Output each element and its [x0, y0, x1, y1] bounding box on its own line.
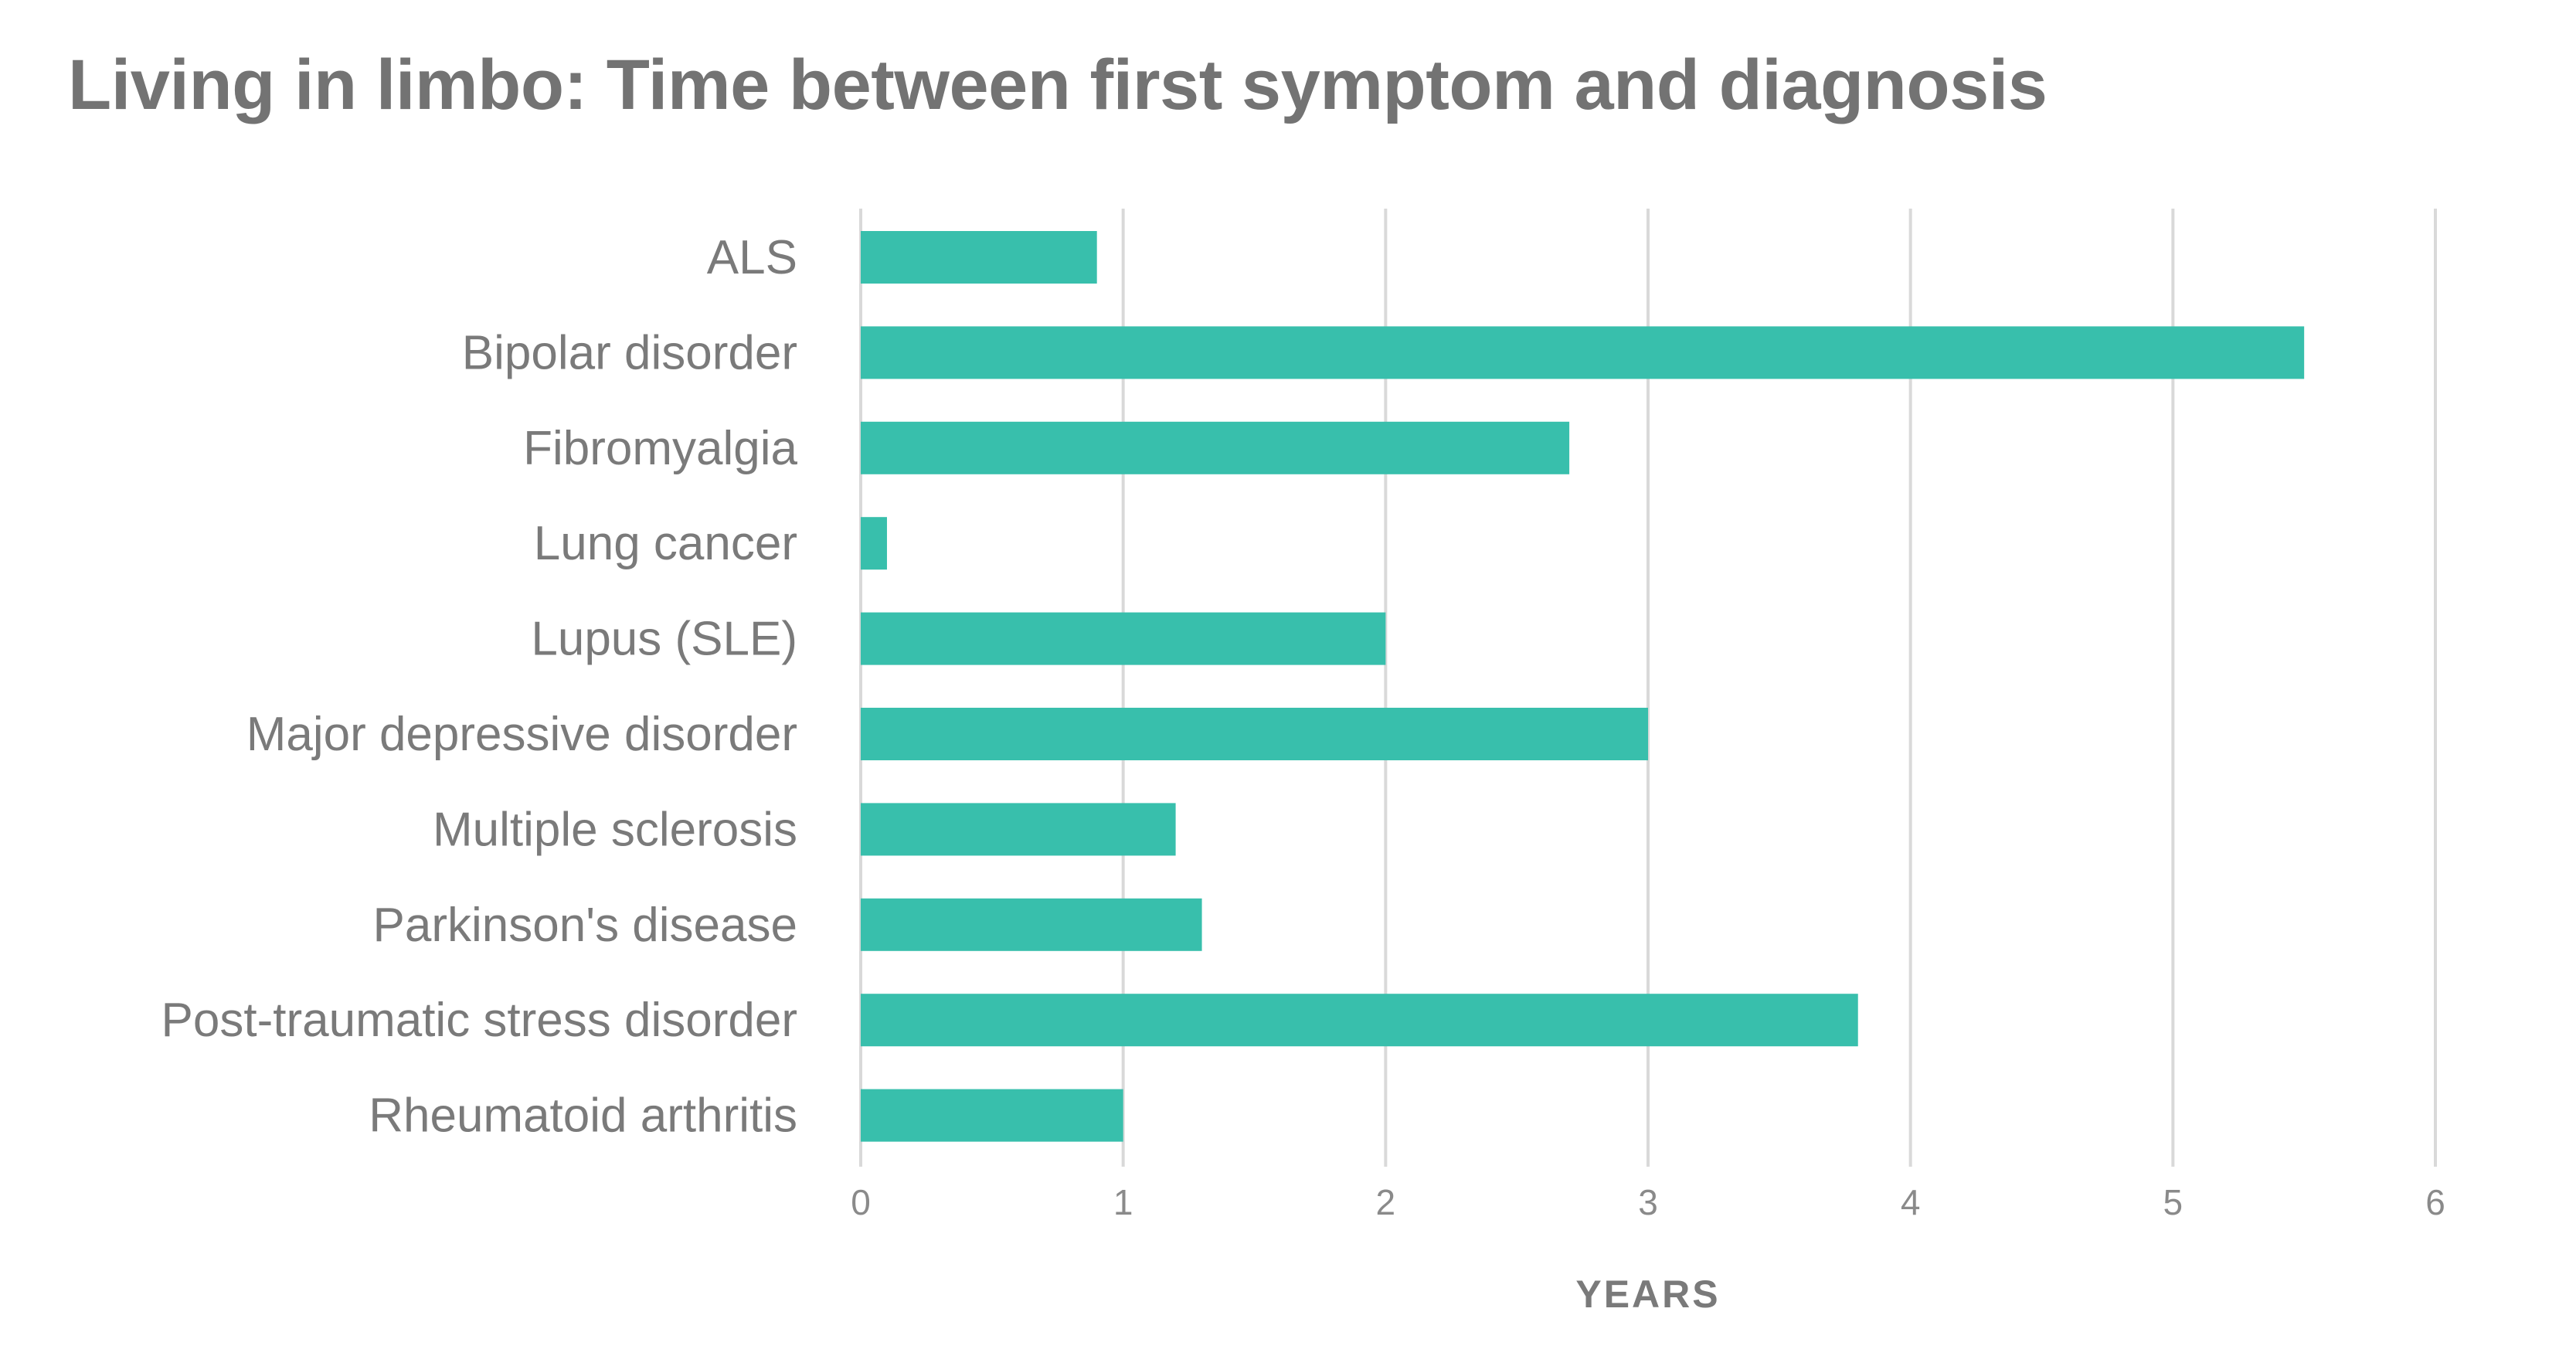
- bar: [861, 231, 1097, 284]
- x-tick-labels: 0 1 2 3 4 5 6: [851, 1182, 2445, 1222]
- chart-title: Living in limbo: Time between first symp…: [68, 46, 2048, 124]
- bar: [861, 517, 887, 570]
- bar: [861, 994, 1858, 1047]
- category-label: Rheumatoid arthritis: [369, 1089, 797, 1143]
- bar: [861, 326, 2305, 379]
- x-tick-label: 2: [1376, 1182, 1396, 1222]
- bar: [861, 421, 1570, 474]
- x-tick-label: 6: [2425, 1182, 2445, 1222]
- bars: [861, 231, 2305, 1142]
- category-label: Fibromyalgia: [523, 422, 797, 475]
- category-label: ALS: [707, 231, 797, 284]
- category-label: Lung cancer: [534, 517, 797, 570]
- category-label: Major depressive disorder: [246, 708, 797, 761]
- bar: [861, 612, 1386, 665]
- x-tick-label: 0: [851, 1182, 871, 1222]
- category-label: Lupus (SLE): [531, 613, 797, 666]
- x-tick-label: 3: [1638, 1182, 1658, 1222]
- category-labels: ALS Bipolar disorder Fibromyalgia Lung canc…: [161, 231, 798, 1143]
- x-axis-title: YEARS: [1575, 1273, 1720, 1316]
- bar: [861, 898, 1202, 951]
- x-tick-label: 5: [2163, 1182, 2183, 1222]
- category-label: Bipolar disorder: [462, 326, 797, 379]
- x-tick-label: 1: [1113, 1182, 1133, 1222]
- x-tick-label: 4: [1901, 1182, 1921, 1222]
- bar: [861, 1089, 1123, 1142]
- bar: [861, 708, 1648, 760]
- bar: [861, 803, 1176, 856]
- category-label: Post-traumatic stress disorder: [161, 994, 797, 1047]
- category-label: Parkinson's disease: [373, 899, 797, 952]
- category-label: Multiple sclerosis: [433, 803, 797, 856]
